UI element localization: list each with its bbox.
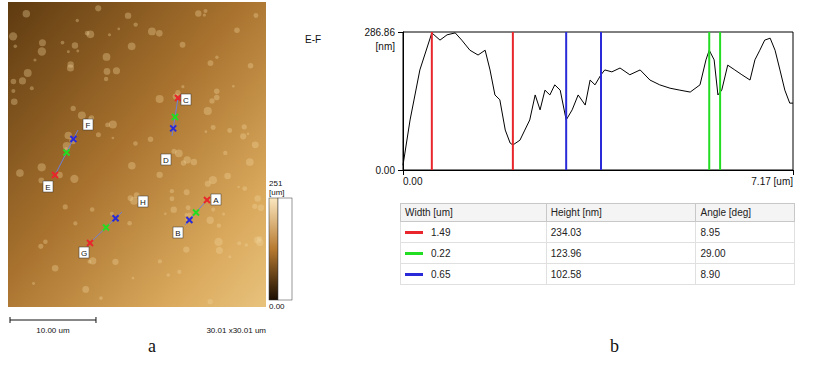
html-text:102.58: 102.58 — [550, 268, 582, 280]
svg-text:E: E — [45, 183, 50, 192]
svg-text:30.01 x30.01 um: 30.01 x30.01 um — [206, 326, 266, 335]
html-text:0.22: 0.22 — [431, 247, 451, 259]
svg-text:0.00: 0.00 — [376, 165, 396, 176]
html-text:Width [um]: Width [um] — [405, 207, 453, 218]
svg-text:A: A — [213, 196, 219, 205]
svg-text:0.00: 0.00 — [269, 302, 285, 311]
html-text:123.96: 123.96 — [550, 247, 582, 259]
html-text:Angle [deg]: Angle [deg] — [700, 207, 752, 218]
html-text:0.65: 0.65 — [431, 268, 451, 280]
svg-text:7.17 [um]: 7.17 [um] — [751, 176, 793, 187]
html-text:234.03: 234.03 — [550, 226, 582, 238]
svg-text:10.00 um: 10.00 um — [36, 326, 70, 335]
svg-text:H: H — [140, 198, 146, 207]
svg-text:[um]: [um] — [269, 188, 285, 197]
html-text:8.95: 8.95 — [700, 226, 720, 238]
svg-text:F: F — [86, 121, 91, 130]
html-text:a: a — [148, 336, 156, 356]
svg-text:251: 251 — [269, 179, 283, 188]
svg-text:D: D — [163, 156, 169, 165]
svg-text:G: G — [81, 249, 87, 258]
svg-text:C: C — [183, 96, 189, 105]
html-text:29.00: 29.00 — [700, 247, 726, 259]
svg-text:B: B — [175, 229, 180, 238]
svg-text:0.00: 0.00 — [403, 176, 423, 187]
html-text:8.90: 8.90 — [700, 268, 720, 280]
svg-text:E-F: E-F — [305, 34, 321, 45]
html-text:1.49: 1.49 — [431, 226, 451, 238]
svg-text:[nm]: [nm] — [376, 41, 396, 52]
html-text:Height [nm]: Height [nm] — [550, 207, 602, 218]
html-text:b: b — [610, 336, 619, 356]
svg-text:286.86: 286.86 — [364, 27, 395, 38]
